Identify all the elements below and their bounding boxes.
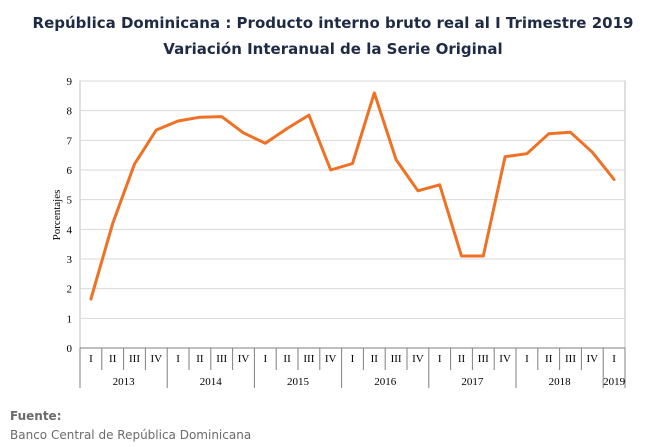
x-tick-label: III [129, 353, 140, 365]
x-tick-label: III [565, 353, 576, 365]
x-tick-label: III [391, 353, 402, 365]
chart-subtitle: Variación Interanual de la Serie Origina… [163, 40, 503, 58]
x-axis: I II III IV I II III IV I II III IV I II III IV I II III IV… [79, 347, 626, 388]
x-tick-label: II [196, 353, 204, 365]
year-label: 2018 [549, 376, 572, 388]
x-tick-label: II [109, 353, 117, 365]
year-label: 2015 [287, 376, 310, 388]
year-label: 2016 [374, 376, 397, 388]
year-label: 2017 [461, 376, 484, 388]
x-tick-label: IV [499, 353, 511, 365]
x-tick-label: IV [150, 353, 162, 365]
year-label: 2014 [200, 376, 223, 388]
y-tick-label: 0 [67, 343, 73, 355]
x-tick-label: III [303, 353, 314, 365]
y-tick-label: 9 [67, 76, 73, 88]
x-tick-label: II [545, 353, 553, 365]
x-tick-label: IV [325, 353, 337, 365]
x-tick-label: I [438, 353, 442, 365]
x-tick-label: II [371, 353, 379, 365]
y-tick-label: 1 [67, 313, 73, 325]
y-tick-label: 8 [67, 106, 73, 118]
x-tick-label: II [283, 353, 291, 365]
x-tick-label: IV [412, 353, 424, 365]
year-label: 2019 [603, 376, 626, 388]
chart-title: República Dominicana : Producto interno … [32, 14, 634, 32]
x-tick-label: IV [586, 353, 598, 365]
x-tick-label: I [176, 353, 180, 365]
y-tick-label: 6 [67, 165, 73, 177]
x-tick-label: IV [238, 353, 250, 365]
y-tick-label: 2 [67, 284, 73, 296]
source-label: Fuente: [10, 409, 62, 423]
x-tick-label: I [612, 353, 616, 365]
y-tick-label: 3 [67, 254, 73, 266]
x-tick-label: I [89, 353, 93, 365]
x-tick-label: III [216, 353, 227, 365]
plot-frame [79, 80, 626, 349]
series-layer [89, 91, 616, 301]
x-tick-label: I [351, 353, 355, 365]
y-axis: 0 1 2 3 4 5 6 7 8 9 [67, 76, 73, 355]
x-tick-label: I [263, 353, 267, 365]
gridlines [79, 80, 626, 349]
x-tick-label: I [525, 353, 529, 365]
source-value: Banco Central de República Dominicana [10, 428, 252, 442]
year-label: 2013 [113, 376, 136, 388]
y-tick-label: 7 [67, 135, 73, 147]
y-axis-label: Porcentajes [51, 190, 63, 241]
x-tick-label: III [478, 353, 489, 365]
y-tick-label: 4 [67, 224, 73, 236]
x-tick-label: II [458, 353, 466, 365]
series-line [89, 91, 616, 301]
y-tick-label: 5 [67, 195, 73, 207]
